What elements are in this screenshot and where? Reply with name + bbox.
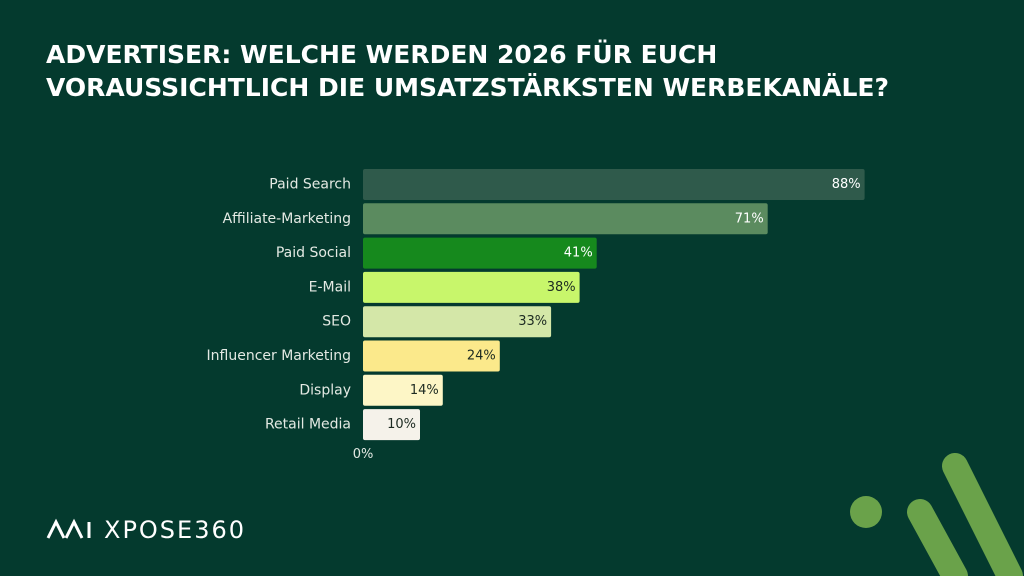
bar <box>363 237 597 269</box>
value-label: 10% <box>387 417 416 432</box>
bar <box>363 203 768 235</box>
y-tick-label: E-Mail <box>309 279 351 295</box>
y-tick-label: Paid Search <box>269 177 351 193</box>
value-label: 71% <box>735 211 764 226</box>
bar <box>363 169 865 200</box>
value-label: 41% <box>564 246 593 261</box>
decoration <box>850 453 1023 576</box>
brand: XPOSE360 <box>104 516 246 544</box>
bar <box>363 374 443 406</box>
bar <box>363 409 420 441</box>
value-label: 88% <box>832 177 861 192</box>
value-label: 14% <box>410 383 439 398</box>
y-tick-label: SEO <box>322 314 351 330</box>
value-label: 24% <box>467 349 496 364</box>
y-tick-label: Influencer Marketing <box>207 348 351 364</box>
y-tick-label: Affiliate-Marketing <box>223 211 351 227</box>
y-tick-label: Paid Social <box>276 245 351 261</box>
value-label: 38% <box>547 280 576 295</box>
logo-mark <box>46 518 91 539</box>
bar <box>363 306 552 338</box>
y-tick-label: Retail Media <box>265 417 351 433</box>
bar <box>363 271 580 303</box>
chart-title: ADVERTISER: WELCHE WERDEN 2026 FÜR EUCH … <box>46 40 890 102</box>
x-tick-label: 0% <box>353 447 374 462</box>
value-label: 33% <box>518 314 547 329</box>
title-box: ADVERTISER: WELCHE WERDEN 2026 FÜR EUCH … <box>46 40 890 102</box>
y-tick-label: Display <box>299 382 351 398</box>
bar <box>363 340 500 372</box>
